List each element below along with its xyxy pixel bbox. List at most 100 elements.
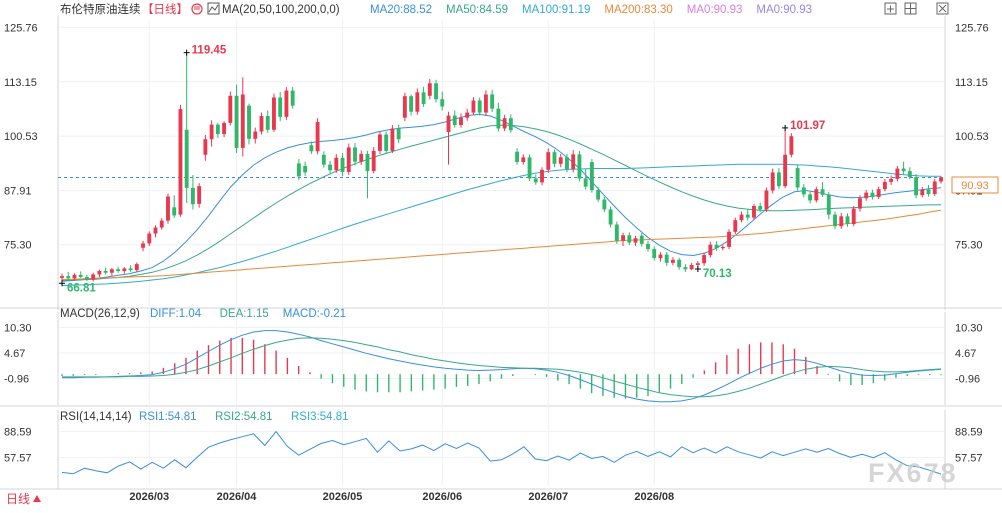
candle-body [571,154,576,169]
candlestick [296,159,301,181]
candle-body [583,178,588,187]
candle-body [240,94,245,148]
period-settings-icon[interactable] [191,3,203,15]
legend-item: MA20:88.52 [370,4,432,16]
candlestick [727,229,731,250]
period-label: 【日线】 [142,2,188,16]
macd-axis-left-tick: 4.67 [4,348,25,360]
price-axis-left-tick: 113.15 [4,77,37,89]
rsi-axis-right-tick: 57.57 [955,453,983,465]
candle-body [334,157,339,171]
candlestick [228,91,233,126]
candle-body [920,189,925,196]
candlestick [141,240,145,252]
candle-body [209,124,214,140]
candle-body [789,136,794,155]
candlestick [608,206,613,228]
candle-body [427,83,432,96]
candle-body [116,269,121,272]
price-axis-left-tick: 125.76 [4,22,38,34]
candle-body [296,163,301,177]
candle-body [159,220,164,228]
candlestick [396,124,401,144]
ma-settings-icon[interactable] [207,2,220,15]
candlestick [490,89,495,113]
candlestick [340,153,345,177]
candle-body [228,95,233,123]
candlestick [434,79,438,103]
candlestick [583,168,588,190]
candle-body [459,117,463,126]
candle-body [814,189,819,201]
candle-body [577,154,582,179]
price-axis-right-tick: 113.15 [955,77,988,89]
price-annotation-high: 101.97 [790,120,825,132]
candle-body [677,259,682,268]
candle-body [477,100,482,113]
candlestick [203,134,208,161]
candlestick [801,184,806,198]
macd-title: MACD(26,12,9) [60,308,140,320]
candlestick [621,232,625,247]
candle-body [758,205,763,210]
candle-body [889,178,894,182]
candle-body [596,190,601,200]
candle-body [589,162,594,191]
candlestick [633,235,638,247]
candle-body [147,233,152,244]
candlestick [770,168,775,194]
candle-body [808,194,813,201]
candlestick [427,78,432,100]
candlestick [920,187,925,198]
candlestick [166,193,170,224]
candlestick [459,113,463,128]
rsi-panel [61,430,942,475]
candlestick [808,191,813,204]
candle-body [502,118,507,129]
add-indicator-icon[interactable] [884,2,897,15]
candle-body [384,134,389,151]
candle-body [752,205,756,218]
layout-icon[interactable] [904,2,917,15]
period-switch-button[interactable]: 日线 [6,492,41,506]
candlestick [552,149,557,168]
candlestick [521,154,526,165]
candle-body [446,115,451,132]
candlestick [109,267,114,276]
rsi-line-rsi1 [61,430,942,475]
candle-body [72,274,77,279]
candlestick [664,252,669,266]
candle-body [646,243,650,250]
candlestick [402,92,407,122]
candle-body [895,168,900,179]
candle-body [689,264,694,270]
candlestick [78,271,83,278]
candlestick [708,241,713,258]
period-switch-label: 日线 [6,492,30,506]
fullscreen-icon[interactable] [936,2,949,15]
candle-body [870,192,875,197]
candlestick-series [60,54,943,282]
candlestick [596,187,601,203]
candlestick [496,102,501,132]
candlestick [789,133,794,158]
candle-body [97,271,102,275]
legend-item: DIFF:1.04 [150,308,202,320]
date-axis-tick: 2026/05 [323,491,363,503]
candlestick [752,203,756,221]
candlestick [602,196,607,213]
candle-body [359,153,364,162]
price-annotations: 119.45 66.81 70.13 101.97 [59,45,825,294]
date-axis-tick: 2026/03 [129,491,169,503]
candle-body [926,189,931,194]
price-axis-right-tick: 125.76 [955,22,989,34]
candlestick [85,274,89,282]
candle-body [764,190,769,210]
candle-body [496,108,501,129]
candlestick [558,153,563,168]
candle-body [290,90,295,106]
macd-axis-right-tick: 4.67 [955,348,976,360]
candlestick [247,103,251,145]
candlestick [272,93,276,132]
